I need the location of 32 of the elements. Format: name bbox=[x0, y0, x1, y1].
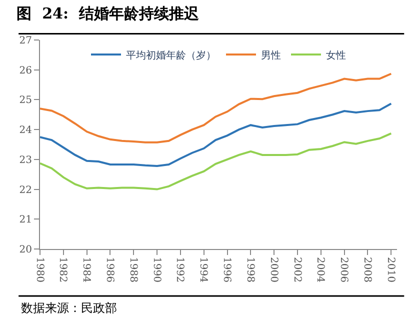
y-tick-label: 27 bbox=[19, 36, 32, 46]
x-tick-label: 1992 bbox=[174, 257, 186, 282]
line-series bbox=[40, 102, 392, 167]
y-tick-label: 20 bbox=[19, 244, 32, 256]
x-tick-label: 2000 bbox=[268, 257, 279, 282]
x-tick-label: 1994 bbox=[198, 257, 209, 282]
x-tick-label: 2010 bbox=[384, 257, 396, 282]
x-tick-label: 1982 bbox=[57, 257, 68, 282]
line-series bbox=[40, 72, 392, 144]
y-tick-label: 26 bbox=[19, 65, 32, 76]
source-note: 数据来源：民政部 bbox=[21, 301, 117, 315]
x-tick-label: 2006 bbox=[338, 257, 350, 282]
y-tick-label: 24 bbox=[19, 125, 32, 136]
x-tick-label: 2008 bbox=[361, 257, 372, 282]
y-tick-label: 22 bbox=[19, 184, 32, 196]
legend-label: 女性 bbox=[326, 49, 346, 62]
x-tick-label: 1980 bbox=[34, 257, 45, 282]
x-tick-label: 2002 bbox=[291, 257, 302, 282]
chart-title: 图 24: 结婚年龄持续推迟 bbox=[16, 4, 200, 23]
x-tick-label: 1984 bbox=[80, 257, 92, 282]
legend-label: 男性 bbox=[261, 49, 281, 62]
y-tick-label: 25 bbox=[19, 95, 32, 106]
x-tick-label: 1996 bbox=[221, 257, 232, 282]
x-tick-label: 2004 bbox=[314, 257, 326, 282]
x-tick-label: 1990 bbox=[150, 257, 162, 282]
legend-label: 平均初婚年龄（岁） bbox=[126, 49, 216, 62]
x-tick-label: 1986 bbox=[104, 257, 115, 282]
y-tick-label: 21 bbox=[19, 214, 32, 226]
x-tick-label: 1988 bbox=[127, 257, 138, 282]
y-tick-label: 23 bbox=[19, 154, 32, 166]
x-tick-label: 1998 bbox=[244, 257, 256, 282]
line-series bbox=[40, 132, 392, 190]
